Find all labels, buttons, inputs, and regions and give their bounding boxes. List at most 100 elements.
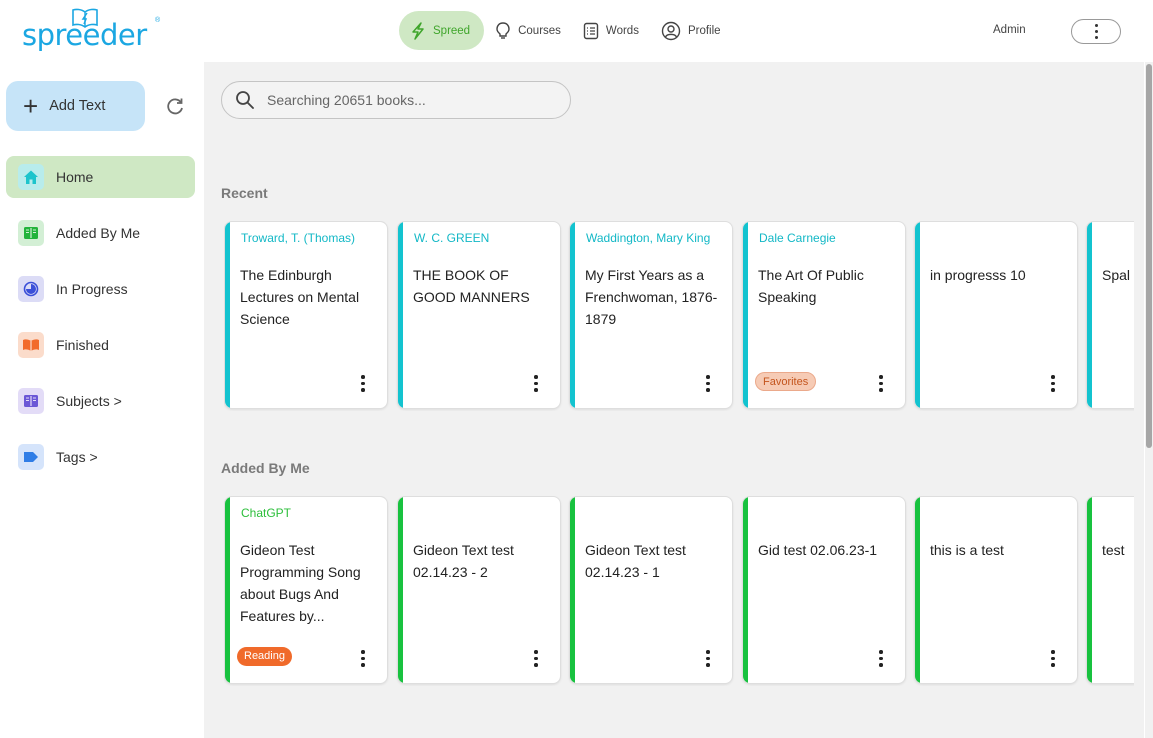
sidebar-item-added-by-me-label: Added By Me <box>56 225 141 241</box>
card-title: Gideon Text test 02.14.23 - 2 <box>413 542 514 580</box>
nav-profile-label: Profile <box>687 24 721 37</box>
card-accent-bar <box>743 222 748 408</box>
plus-icon: + <box>23 91 39 121</box>
sidebar-item-tags[interactable]: Tags > <box>6 436 195 478</box>
card-author: Troward, T. (Thomas) <box>241 231 356 245</box>
book-stack-icon <box>18 388 44 414</box>
sidebar-item-subjects-label: Subjects > <box>56 393 122 409</box>
sidebar-item-finished[interactable]: Finished <box>6 324 195 366</box>
search-input[interactable] <box>267 92 557 108</box>
card-accent-bar <box>915 222 920 408</box>
add-text-button[interactable]: + Add Text <box>6 81 145 131</box>
book-card[interactable]: Troward, T. (Thomas) The Edinburgh Lectu… <box>224 221 388 409</box>
main-scrollbar[interactable] <box>1145 62 1153 738</box>
added-by-me-row: ChatGPT Gideon Test Programming Song abo… <box>224 496 1134 686</box>
nav-spreed-label: Spreed <box>433 24 471 37</box>
book-card[interactable]: Dale Carnegie The Art Of Public Speaking… <box>742 221 906 409</box>
card-accent-bar <box>1087 222 1092 408</box>
reading-badge: Reading <box>237 647 292 666</box>
recent-row: Troward, T. (Thomas) The Edinburgh Lectu… <box>224 221 1134 411</box>
card-accent-bar <box>570 497 575 683</box>
card-menu-button[interactable] <box>1051 650 1055 667</box>
book-card[interactable]: Gideon Text test 02.14.23 - 1 <box>569 496 733 684</box>
add-text-label: Add Text <box>49 98 106 114</box>
card-title: this is a test <box>930 542 1004 558</box>
book-card[interactable]: this is a test <box>914 496 1078 684</box>
card-author: Dale Carnegie <box>759 231 836 245</box>
card-accent-bar <box>570 222 575 408</box>
sidebar-item-tags-label: Tags > <box>56 449 98 465</box>
nav-courses[interactable]: Courses <box>484 11 572 50</box>
book-card[interactable]: Gid test 02.06.23-1 <box>742 496 906 684</box>
sidebar-item-in-progress[interactable]: In Progress <box>6 268 195 310</box>
sidebar-item-added-by-me[interactable]: Added By Me <box>6 212 195 254</box>
user-name[interactable]: Admin <box>993 24 1026 36</box>
card-menu-button[interactable] <box>361 375 365 392</box>
logo-book-icon <box>72 8 98 28</box>
card-title: THE BOOK OF GOOD MANNERS <box>413 267 530 305</box>
refresh-icon[interactable] <box>164 96 186 118</box>
scrollbar-thumb[interactable] <box>1146 64 1152 448</box>
card-title: Spal Base 1913 <box>1102 267 1134 283</box>
card-title: in progresss 10 <box>930 267 1026 283</box>
favorites-badge: Favorites <box>755 372 817 391</box>
card-title: The Art Of Public Speaking <box>758 267 864 305</box>
book-card[interactable]: Spal Base 1913 <box>1086 221 1134 409</box>
card-title: test <box>1102 542 1125 558</box>
card-menu-button[interactable] <box>534 650 538 667</box>
list-icon <box>583 22 599 39</box>
card-menu-button[interactable] <box>706 375 710 392</box>
card-accent-bar <box>398 222 403 408</box>
sidebar-item-in-progress-label: In Progress <box>56 281 128 297</box>
search-bar[interactable] <box>221 81 571 119</box>
lightning-icon <box>412 21 424 40</box>
card-title: Gideon Text test 02.14.23 - 1 <box>585 542 686 580</box>
card-menu-button[interactable] <box>879 650 883 667</box>
nav-words-label: Words <box>605 24 639 37</box>
book-card[interactable]: Gideon Text test 02.14.23 - 2 <box>397 496 561 684</box>
book-card[interactable]: Waddington, Mary King My First Years as … <box>569 221 733 409</box>
card-author: ChatGPT <box>241 506 292 520</box>
lightbulb-icon <box>496 21 510 39</box>
search-icon <box>236 91 254 109</box>
home-icon <box>18 164 44 190</box>
sidebar-item-home-label: Home <box>56 169 94 185</box>
nav-spreed[interactable]: Spreed <box>399 11 485 50</box>
top-bar: spreeder ® Spreed Courses <box>0 0 1153 62</box>
card-accent-bar <box>915 497 920 683</box>
sidebar: + Add Text Home Added By Me In Progress <box>0 62 204 738</box>
more-menu-button[interactable] <box>1071 19 1121 44</box>
card-accent-bar <box>398 497 403 683</box>
book-icon <box>18 220 44 246</box>
sidebar-item-home[interactable]: Home <box>6 156 195 198</box>
section-title-added-by-me: Added By Me <box>221 460 310 476</box>
open-book-icon <box>18 332 44 358</box>
logo-registered-mark: ® <box>155 17 161 24</box>
tag-icon <box>18 444 44 470</box>
card-author: Waddington, Mary King <box>586 231 711 245</box>
card-accent-bar <box>743 497 748 683</box>
card-menu-button[interactable] <box>879 375 883 392</box>
spreeder-logo[interactable]: spreeder ® <box>22 8 162 54</box>
book-card[interactable]: ChatGPT Gideon Test Programming Song abo… <box>224 496 388 684</box>
sidebar-item-finished-label: Finished <box>56 337 109 353</box>
nav-words[interactable]: Words <box>572 11 650 50</box>
card-author: W. C. GREEN <box>414 231 490 245</box>
card-title: Gideon Test Programming Song about Bugs … <box>240 542 361 624</box>
card-accent-bar <box>225 222 230 408</box>
card-title: My First Years as a Frenchwoman, 1876-18… <box>585 267 718 327</box>
nav-profile[interactable]: Profile <box>650 11 732 50</box>
card-menu-button[interactable] <box>706 650 710 667</box>
book-card[interactable]: in progresss 10 <box>914 221 1078 409</box>
main-content: Recent Troward, T. (Thomas) The Edinburg… <box>204 62 1144 738</box>
book-card[interactable]: W. C. GREEN THE BOOK OF GOOD MANNERS <box>397 221 561 409</box>
card-title: The Edinburgh Lectures on Mental Science <box>240 267 360 327</box>
book-card[interactable]: test <box>1086 496 1134 684</box>
progress-icon <box>18 276 44 302</box>
main-nav: Spreed Courses Words <box>399 11 732 50</box>
sidebar-item-subjects[interactable]: Subjects > <box>6 380 195 422</box>
nav-courses-label: Courses <box>518 24 561 37</box>
card-menu-button[interactable] <box>361 650 365 667</box>
card-menu-button[interactable] <box>534 375 538 392</box>
card-menu-button[interactable] <box>1051 375 1055 392</box>
